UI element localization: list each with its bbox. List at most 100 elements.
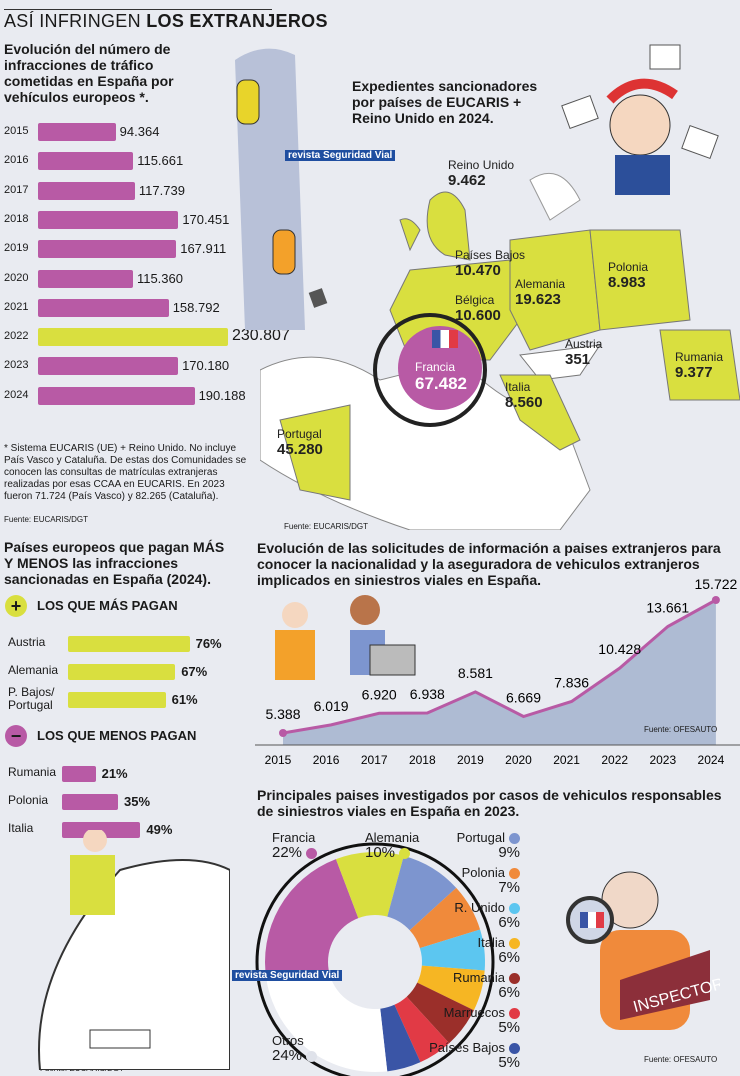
minus-icon: −	[5, 725, 27, 747]
donut-legend-item: Francia 22%	[272, 830, 318, 860]
bar-2022	[38, 328, 228, 347]
pay-value: 35%	[124, 794, 151, 809]
logo: revista Seguridad Vial	[285, 150, 396, 161]
police-car-illustration	[38, 830, 230, 1070]
bar-2021	[38, 298, 169, 317]
map-source: Fuente: EUCARIS/DGT	[284, 522, 369, 531]
donut-legend-item: Portugal 9%	[457, 830, 520, 860]
map-label-value: 10.470	[455, 262, 501, 279]
bar-year: 2023	[4, 359, 29, 372]
map-label-value: 10.600	[455, 307, 501, 324]
bar-year: 2016	[4, 154, 29, 167]
legend-name: R. Unido	[454, 900, 505, 915]
legend-name: Francia	[272, 830, 316, 845]
group-label: LOS QUE MÁS PAGAN	[37, 598, 178, 613]
x-tick-label: 2020	[505, 753, 532, 767]
legend-name: Otros	[272, 1033, 304, 1048]
chart4-source: Fuente: OFESAUTO	[644, 725, 718, 734]
x-tick-label: 2021	[553, 753, 580, 767]
bar-value: 170.180	[182, 358, 230, 374]
bar-2016	[38, 152, 134, 171]
donut-legend-item: Países Bajos 5%	[429, 1040, 520, 1070]
map-label-value: 351	[565, 351, 591, 368]
pay-value: 67%	[181, 664, 208, 679]
map-label-value: 9.462	[448, 172, 486, 189]
road-illustration	[235, 48, 328, 331]
pay-country: Italia	[8, 821, 34, 835]
x-tick-label: 2019	[457, 753, 484, 767]
bar-2015	[38, 123, 116, 141]
chart5-source: Fuente: OFESAUTO	[644, 1055, 718, 1064]
donut-legend-item: Alemania 10%	[365, 830, 419, 860]
legend-dot-icon	[509, 938, 520, 950]
area-value-label: 8.581	[458, 665, 493, 681]
x-tick-label: 2015	[265, 753, 292, 767]
legend-name: Alemania	[365, 830, 420, 845]
legend-value: 5%	[498, 1019, 520, 1036]
donut-slice-rumania	[406, 982, 474, 1044]
chart5-title: Principales paises investigados por caso…	[257, 787, 722, 819]
legend-name-row: Marruecos	[444, 1005, 520, 1020]
fined-driver-illustration	[561, 44, 719, 195]
donut-legend-item: Italia 6%	[478, 935, 520, 965]
legend-dot-icon	[306, 847, 318, 859]
area-value-label: 6.019	[314, 698, 349, 714]
donut-legend-item: Rumania 6%	[453, 970, 520, 1000]
area-line	[282, 598, 717, 735]
title-bold: LOS EXTRANJEROS	[146, 11, 328, 31]
legend-dot-icon	[509, 1043, 520, 1055]
legend-name: Italia	[477, 935, 505, 950]
donut-slice-alemania	[335, 851, 404, 919]
pay-bar	[68, 636, 190, 652]
pay-bar	[68, 664, 176, 680]
map-label-value: 45.280	[277, 441, 323, 458]
map-label-value: 8.983	[608, 274, 646, 291]
logo-2: revista Seguridad Vial	[232, 970, 343, 981]
office-illustration	[275, 595, 416, 680]
x-tick-label: 2016	[313, 753, 340, 767]
legend-name-row: Polonia	[462, 865, 520, 880]
legend-value: 6%	[498, 984, 520, 1001]
bar-year: 2021	[4, 300, 29, 313]
x-tick-label: 2024	[698, 753, 725, 767]
europe-map	[260, 172, 740, 530]
legend-name: Portugal	[456, 830, 505, 845]
plus-icon: +	[5, 595, 27, 617]
area-value-label: 10.428	[598, 641, 641, 657]
map-label-name: Francia	[415, 360, 456, 374]
legend-name-row: Países Bajos	[429, 1040, 520, 1055]
chart1-title: Evolución del número de infracciones de …	[4, 41, 174, 105]
bar-2019	[38, 240, 177, 259]
chart1-source: Fuente: EUCARIS/DGT	[4, 515, 89, 524]
legend-value: 9%	[498, 844, 520, 861]
bar-value: 190.188	[198, 387, 246, 403]
bar-2023	[38, 357, 179, 376]
x-tick-label: 2022	[601, 753, 628, 767]
map-label-name: Polonia	[608, 260, 649, 274]
legend-dot-icon	[399, 847, 411, 859]
area-point	[711, 596, 720, 604]
area-value-label: 6.920	[362, 686, 397, 702]
bar-2024	[38, 386, 195, 405]
legend-value: 5%	[498, 1054, 520, 1071]
map-label-name: Reino Unido	[448, 158, 515, 172]
legend-name-row: R. Unido	[454, 900, 520, 915]
donut-legend-item: Marruecos 5%	[444, 1005, 520, 1035]
legend-value: 7%	[498, 879, 520, 896]
pay-value: 61%	[171, 692, 198, 707]
map-label-name: Portugal	[277, 427, 322, 441]
bar-value: 115.661	[137, 153, 184, 169]
title-light: ASÍ INFRINGEN	[4, 11, 141, 31]
pay-value: 49%	[146, 822, 173, 837]
map-title: Expedientes sancionadores por países de …	[352, 78, 538, 126]
bar-2017	[38, 181, 135, 200]
x-tick-label: 2023	[649, 753, 676, 767]
donut-slice-portugal	[387, 855, 457, 931]
area-chart: 5.388 2015 6.019 2016 6.920 2017 6.938 2018 8.58…	[255, 576, 740, 767]
map-label-name: Países Bajos	[455, 248, 526, 262]
legend-value: 6%	[498, 914, 520, 931]
bar-year: 2018	[4, 212, 29, 225]
logo-text: revista Seguridad Vial	[288, 150, 393, 161]
donut-ring	[255, 842, 495, 1076]
bar-value: 115.360	[136, 270, 183, 286]
